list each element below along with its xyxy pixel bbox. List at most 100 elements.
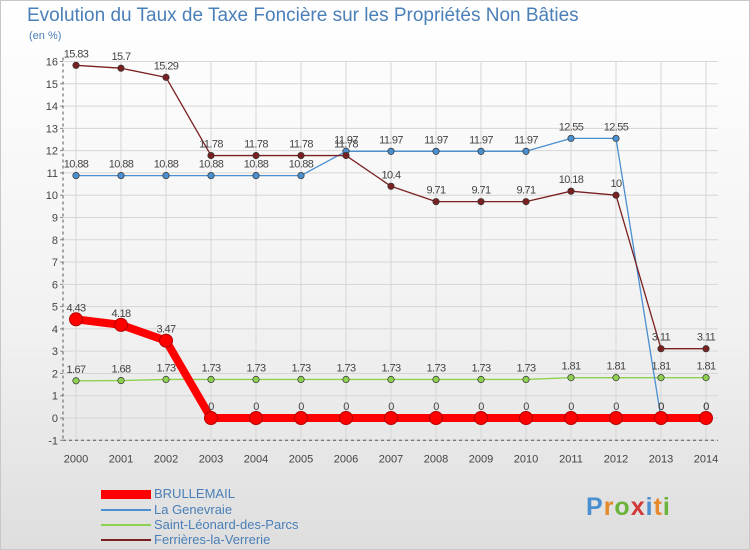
data-point [477,375,485,384]
data-label: 0 [478,401,484,413]
data-point [519,411,533,425]
y-tick-label: 4 [52,324,58,336]
data-point [702,374,710,382]
data-point [477,198,485,206]
data-point [612,191,620,199]
x-tick-label: 2004 [244,453,268,465]
data-label: 11.97 [334,134,358,146]
data-label: 0 [298,401,304,413]
data-label: 1.73 [471,362,490,374]
data-point [564,411,578,425]
data-point [387,182,395,190]
data-label: 0 [343,401,349,413]
data-point [297,172,305,180]
data-label: 10.88 [64,159,89,171]
data-point [387,375,395,384]
y-tick-label: 9 [52,212,58,224]
data-point [522,147,530,155]
data-point [207,151,215,160]
data-point [249,411,263,425]
data-label-layer: 4.43 4.18 3.47 0 0 0 0 0 0 0 0 0 0 0 0 10.88 10.88 10.88 1… [64,48,717,413]
data-label: 1.73 [426,362,445,374]
legend-swatch-ferrieres [101,539,151,541]
data-point [159,333,173,348]
data-label: 15.7 [111,51,130,63]
y-axis-unit-label: (en %) [29,30,62,42]
data-point [162,375,170,384]
data-label: 10.88 [109,159,134,171]
y-tick-label: 11 [47,168,58,180]
data-label: 10.4 [381,169,400,181]
y-tick-label: 7 [52,257,58,269]
data-point [612,134,620,142]
data-label: 9.71 [426,185,445,197]
x-tick-label: 2010 [514,453,538,465]
data-label: 3.11 [697,332,716,344]
x-tick-label: 2008 [424,453,448,465]
data-label: 15.83 [64,48,89,60]
x-tick-label: 2001 [109,453,133,465]
data-point [297,375,305,384]
data-point [387,147,395,155]
data-point [432,198,440,206]
data-label: 4.43 [66,302,85,314]
data-label: 4.18 [111,308,130,320]
data-label: 9.71 [471,185,490,197]
y-tick-label: 15 [46,79,58,91]
data-label: 0 [253,401,259,413]
x-tick-label: 2005 [289,453,313,465]
data-label: 0 [703,401,709,413]
y-tick-label: 14 [46,101,58,113]
data-label: 9.71 [516,185,535,197]
data-point [657,374,665,382]
y-tick-label: 0 [52,413,58,425]
data-label: 10.88 [154,159,179,171]
data-point [117,377,125,385]
data-point [204,411,218,425]
data-label: 1.81 [651,361,670,373]
data-label: 1.73 [156,362,175,374]
data-point [384,411,398,425]
data-point [252,151,260,160]
data-label: 1.67 [66,364,85,376]
data-label: 10.88 [199,159,224,171]
y-tick-label: 6 [52,279,58,291]
legend-label-saint-leonard: Saint-Léonard-des-Parcs [154,517,299,532]
data-point [567,374,575,382]
data-point [207,172,215,180]
grid-layer [63,61,718,441]
data-label: 11.78 [244,139,268,151]
y-tick-label: 16 [46,57,58,69]
y-tick-label: 13 [46,123,58,135]
data-point [522,198,530,206]
legend-label-la-genevraie: La Genevraie [154,502,233,517]
data-label: 11.97 [514,134,538,146]
data-label: 10 [610,178,622,190]
data-label: 0 [613,401,619,413]
data-label: 0 [658,401,664,413]
series-layer [69,61,713,425]
data-point [72,377,80,385]
data-point [474,411,488,425]
data-point [117,64,125,72]
data-point [162,73,170,81]
data-label: 11.97 [379,134,403,146]
data-label: 1.81 [696,361,715,373]
data-label: 15.29 [154,60,179,72]
data-point [567,134,575,142]
legend-label-ferrieres: Ferrières-la-Verrerie [154,532,271,547]
data-label: 11.78 [334,139,358,151]
x-tick-label: 2009 [469,453,493,465]
data-label: 1.73 [381,362,400,374]
y-tick-label: -1 [48,435,58,447]
x-tick-label: 2006 [334,453,358,465]
data-label: 1.73 [201,362,220,374]
data-point [294,411,308,425]
data-label: 11.97 [469,134,493,146]
data-point [114,317,128,332]
data-label: 1.81 [561,361,580,373]
data-point [657,345,665,353]
